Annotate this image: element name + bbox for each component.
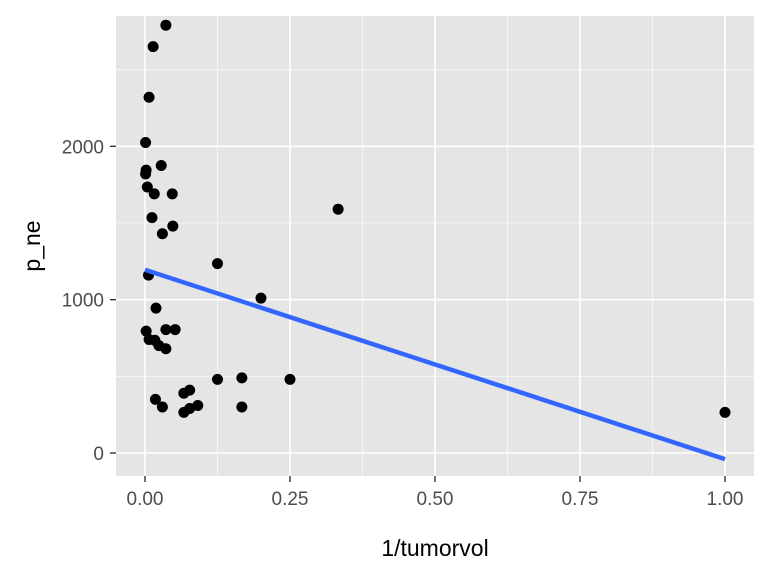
- scatter-point: [169, 324, 181, 336]
- scatter-point: [156, 401, 168, 413]
- scatter-point: [236, 372, 248, 384]
- x-tick-labels: 0.00 0.25 0.50 0.75 1.00: [127, 489, 744, 510]
- scatter-point: [147, 41, 159, 53]
- scatter-point: [156, 228, 168, 240]
- axis-ticks: [110, 145, 726, 482]
- scatter-point: [178, 387, 190, 399]
- scatter-point: [140, 137, 152, 148]
- scatter-point: [178, 406, 190, 418]
- scatter-point: [212, 258, 223, 270]
- major-gridlines: [116, 16, 754, 476]
- regression-line: [144, 267, 726, 462]
- data-points: [140, 19, 731, 418]
- y-tick-label: 1000: [62, 291, 104, 312]
- scatter-point: [150, 302, 162, 314]
- y-axis-title: p_ne: [19, 220, 45, 271]
- scatter-point: [236, 401, 248, 413]
- scatter-point: [149, 393, 161, 405]
- scatter-point: [148, 188, 160, 200]
- scatter-point: [160, 343, 172, 355]
- scatter-point: [143, 91, 155, 103]
- x-axis-title: 1/tumorvol: [381, 535, 488, 561]
- scatter-point: [155, 160, 167, 171]
- scatter-point: [140, 325, 152, 337]
- scatter-point: [141, 181, 153, 193]
- scatter-point: [160, 19, 172, 31]
- scatter-point: [160, 324, 172, 336]
- x-tick-label: 1.00: [707, 489, 744, 510]
- scatter-point: [166, 188, 178, 200]
- scatter-point: [719, 406, 731, 418]
- regression-line-group: [144, 267, 726, 462]
- y-tick-label: 2000: [62, 137, 104, 158]
- scatter-point: [146, 212, 158, 224]
- x-tick-label: 0.25: [272, 489, 309, 510]
- x-tick-label: 0.00: [127, 489, 164, 510]
- scatter-point: [332, 203, 344, 215]
- y-tick-labels: 0 1000 2000: [62, 137, 104, 465]
- y-tick-label: 0: [93, 444, 104, 465]
- scatter-point: [167, 220, 179, 232]
- x-tick-label: 0.50: [417, 489, 454, 510]
- scatter-point: [212, 373, 223, 385]
- scatter-point: [140, 168, 152, 180]
- scatter-point: [255, 292, 267, 304]
- x-tick-label: 0.75: [562, 489, 599, 510]
- scatter-point: [284, 373, 296, 385]
